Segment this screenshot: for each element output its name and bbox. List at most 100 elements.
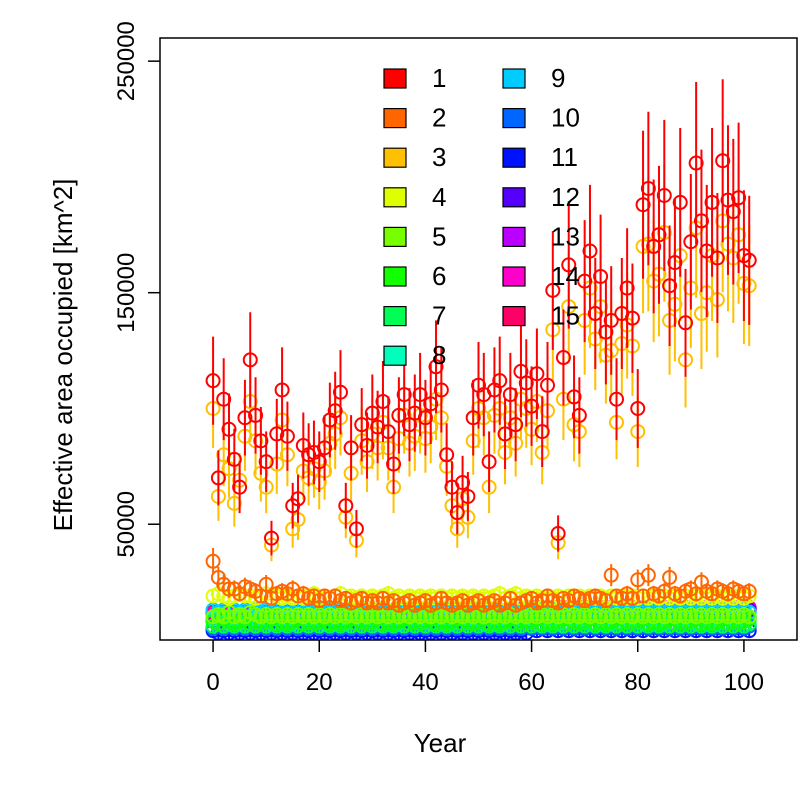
data-point-2-101: [741, 583, 757, 599]
x-tick-label-0: 0: [206, 669, 219, 696]
x-tick-label-20: 20: [306, 669, 333, 696]
plot-area: [205, 79, 757, 640]
data-point-1-23: [327, 403, 343, 419]
legend-item-7: 7: [383, 301, 446, 331]
data-point-1-14: [279, 428, 295, 444]
legend-item-9: 9: [502, 63, 565, 93]
data-point-1-62: [534, 424, 550, 440]
legend-swatch-1: [383, 68, 407, 89]
data-point-1-33: [380, 424, 396, 440]
x-axis-label: Year: [414, 728, 467, 758]
legend-item-11: 11: [502, 142, 578, 172]
legend-item-4: 4: [383, 182, 446, 212]
legend-label-15: 15: [551, 301, 580, 331]
data-point-1-21: [317, 440, 333, 456]
data-point-1-52: [481, 454, 497, 470]
data-point-1-80: [630, 400, 646, 416]
data-point-1-70: [577, 273, 593, 289]
data-point-1-3: [221, 421, 237, 437]
legend-item-13: 13: [502, 221, 580, 251]
data-point-1-76: [609, 391, 625, 407]
data-point-1-60: [524, 398, 540, 414]
data-point-1-71: [582, 243, 598, 259]
data-point-1-57: [508, 417, 524, 433]
data-point-1-67: [561, 257, 577, 273]
data-point-1-35: [391, 407, 407, 423]
data-point-1-29: [359, 438, 375, 454]
data-point-1-63: [540, 377, 556, 393]
data-point-5-101: [741, 609, 757, 625]
data-point-1-95: [709, 250, 725, 266]
series-2: [205, 547, 757, 613]
legend-label-4: 4: [432, 182, 446, 212]
data-point-1-8: [248, 407, 264, 423]
data-point-1-44: [439, 447, 455, 463]
data-point-1-27: [348, 521, 364, 537]
data-point-1-10: [258, 454, 274, 470]
legend-swatch-12: [502, 187, 526, 208]
data-point-1-92: [693, 213, 709, 229]
data-point-1-30: [364, 405, 380, 421]
data-point-1-61: [529, 366, 545, 382]
y-tick-label-50000: 50000: [113, 491, 140, 558]
legend-swatch-9: [502, 68, 526, 89]
legend-label-2: 2: [432, 103, 446, 133]
data-point-2-0: [205, 553, 221, 569]
data-point-1-96: [715, 153, 731, 169]
data-point-1-12: [269, 426, 285, 442]
data-point-1-78: [619, 280, 635, 296]
legend-swatch-2: [383, 107, 407, 129]
series-5: [205, 604, 757, 625]
legend-item-8: 8: [383, 340, 446, 370]
data-point-1-43: [433, 382, 449, 398]
data-point-1-49: [465, 410, 481, 426]
data-point-1-89: [678, 315, 694, 331]
legend-item-5: 5: [383, 221, 446, 251]
y-axis-label: Effective area occupied [km^2]: [48, 179, 78, 532]
x-tick-label-40: 40: [412, 669, 439, 696]
data-point-1-0: [205, 373, 221, 389]
data-point-1-36: [396, 387, 412, 403]
data-point-1-93: [699, 243, 715, 259]
legend-swatch-11: [502, 147, 526, 168]
plot-frame: [159, 37, 798, 641]
legend-swatch-7: [383, 306, 407, 327]
data-point-1-46: [449, 505, 465, 521]
data-point-1-73: [593, 268, 609, 284]
data-point-1-59: [518, 375, 534, 391]
data-point-1-66: [555, 350, 571, 366]
data-point-2-86: [662, 569, 678, 585]
data-point-1-75: [603, 312, 619, 328]
data-marks: [205, 79, 757, 640]
legend-label-14: 14: [551, 261, 580, 291]
data-point-1-101: [741, 252, 757, 268]
data-point-1-64: [545, 282, 561, 298]
legend-item-12: 12: [502, 182, 580, 212]
data-point-1-25: [338, 498, 354, 514]
data-point-1-55: [497, 426, 513, 442]
y-tick-label-250000: 250000: [113, 21, 140, 101]
data-point-1-11: [263, 530, 279, 546]
data-point-1-5: [232, 479, 248, 495]
data-point-1-94: [704, 194, 720, 210]
data-point-1-91: [688, 155, 704, 171]
data-point-1-86: [662, 278, 678, 294]
legend-swatch-5: [383, 226, 407, 247]
data-point-1-9: [253, 433, 269, 449]
data-point-2-10: [258, 576, 274, 592]
data-point-2-81: [635, 588, 651, 604]
axes: 0 20 40 60 80 100 50000 150000 250000: [113, 21, 798, 696]
legend-label-12: 12: [551, 182, 580, 212]
data-point-3-4: [226, 495, 242, 511]
data-point-2-85: [656, 583, 672, 599]
data-point-1-84: [651, 227, 667, 243]
data-point-1-98: [725, 204, 741, 220]
legend-swatch-6: [383, 266, 407, 287]
legend-swatch-4: [383, 187, 407, 208]
legend-swatch-3: [383, 147, 407, 168]
data-point-1-99: [731, 190, 747, 206]
data-point-1-41: [423, 396, 439, 412]
